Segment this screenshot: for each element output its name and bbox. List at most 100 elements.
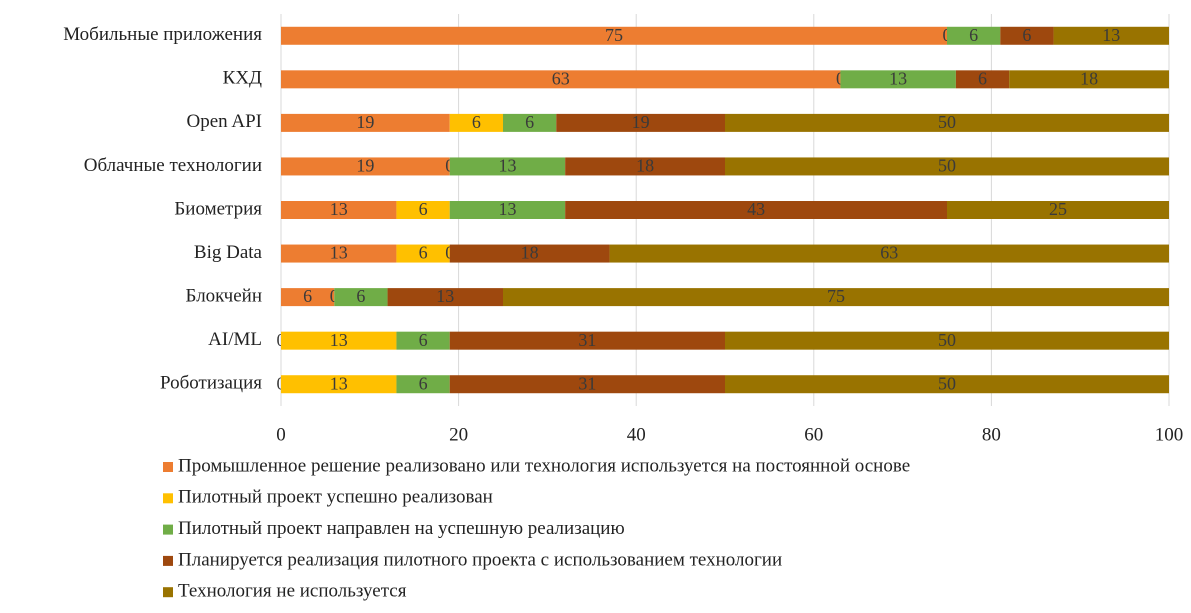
- data-label: 50: [938, 156, 956, 176]
- bar-segment: [725, 331, 1169, 350]
- bar-segment: [281, 288, 335, 307]
- bar-segment: [609, 244, 1169, 263]
- data-label: 18: [521, 243, 539, 263]
- data-label: 6: [419, 199, 428, 219]
- bar-segment: [565, 157, 725, 176]
- y-tick-label: КХД: [223, 68, 262, 89]
- data-label: 18: [1080, 68, 1098, 88]
- data-label: 50: [938, 330, 956, 350]
- bar-segment: [334, 288, 388, 307]
- data-label: 13: [330, 373, 348, 393]
- bar-segment: [449, 157, 566, 176]
- bar-segment: [281, 70, 841, 89]
- y-tick-label: Облачные технологии: [84, 155, 262, 176]
- bar-segment: [503, 288, 1169, 307]
- data-label: 13: [330, 330, 348, 350]
- x-tick-label: 100: [1155, 424, 1184, 445]
- x-tick-label: 40: [627, 424, 646, 445]
- data-label: 18: [636, 156, 654, 176]
- data-label: 31: [578, 330, 596, 350]
- bar-segment: [1009, 70, 1169, 89]
- x-tick-label: 20: [449, 424, 468, 445]
- y-tick-label: Big Data: [194, 242, 263, 263]
- data-label: 25: [1049, 199, 1067, 219]
- data-label: 13: [436, 286, 454, 306]
- y-tick-label: AI/ML: [208, 329, 262, 350]
- bar-segment: [503, 113, 557, 132]
- data-label: 63: [552, 68, 570, 88]
- y-tick-label: Open API: [187, 111, 262, 132]
- x-tick-label: 0: [276, 424, 286, 445]
- bar-segment: [281, 26, 947, 45]
- data-label: 43: [747, 199, 765, 219]
- bar-segment: [449, 375, 725, 394]
- bar-segment: [449, 201, 566, 219]
- bar-segment: [725, 157, 1169, 176]
- data-label: 13: [889, 68, 907, 88]
- legend-swatch: [163, 524, 173, 535]
- bar-segment: [947, 201, 1169, 219]
- bar-segment: [281, 201, 397, 219]
- data-label: 6: [1022, 25, 1031, 45]
- y-tick-label: Биометрия: [174, 198, 262, 219]
- data-label: 13: [498, 156, 516, 176]
- bar-segment: [396, 331, 450, 350]
- legend-swatch: [163, 493, 173, 504]
- bar-segment: [725, 113, 1169, 132]
- legend-swatch: [163, 555, 173, 566]
- legend-swatch: [163, 587, 173, 598]
- x-tick-label: 80: [982, 424, 1001, 445]
- data-label: 6: [419, 243, 428, 263]
- bar-segment: [281, 244, 397, 263]
- data-label: 6: [303, 286, 312, 306]
- bar-segment: [556, 113, 725, 132]
- data-label: 6: [356, 286, 365, 306]
- data-label: 6: [969, 25, 978, 45]
- x-tick-label: 60: [804, 424, 823, 445]
- bar-segment: [840, 70, 956, 89]
- bar-segment: [449, 244, 610, 263]
- legend-label: Технология не используется: [178, 581, 407, 602]
- bar-segment: [387, 288, 503, 307]
- data-label: 6: [525, 112, 534, 132]
- bar-segment: [281, 331, 397, 350]
- bar-segment: [281, 375, 397, 394]
- bar-segment: [396, 201, 450, 219]
- data-label: 6: [419, 373, 428, 393]
- bar-segment: [565, 201, 947, 219]
- data-label: 19: [632, 112, 650, 132]
- bar-segment: [955, 70, 1010, 89]
- bar-segment: [449, 113, 503, 132]
- bar-segment: [281, 157, 450, 176]
- bar-segment: [947, 26, 1001, 45]
- data-label: 19: [356, 112, 374, 132]
- legend-swatch: [163, 462, 173, 472]
- bar-segment: [396, 375, 450, 394]
- data-label: 31: [578, 373, 596, 393]
- bar-segment: [725, 375, 1169, 394]
- legend-label: Планируется реализация пилотного проекта…: [178, 549, 782, 570]
- data-label: 6: [419, 330, 428, 350]
- y-tick-label: Мобильные приложения: [63, 24, 262, 45]
- data-label: 13: [330, 199, 348, 219]
- data-label: 50: [938, 112, 956, 132]
- y-tick-label: Блокчейн: [186, 285, 262, 306]
- bar-segment: [1053, 26, 1169, 45]
- data-label: 13: [1102, 25, 1120, 45]
- legend-label: Пилотный проект успешно реализован: [178, 487, 493, 508]
- data-label: 13: [330, 243, 348, 263]
- bar-segment: [396, 244, 450, 263]
- bar-segment: [281, 113, 450, 132]
- data-label: 50: [938, 373, 956, 393]
- data-label: 6: [978, 68, 987, 88]
- data-label: 75: [605, 25, 623, 45]
- bar-segment: [449, 331, 725, 350]
- legend-label: Пилотный проект направлен на успешную ре…: [178, 518, 625, 539]
- y-tick-label: Роботизация: [160, 373, 262, 394]
- bar-segment: [1000, 26, 1054, 45]
- data-label: 75: [827, 286, 845, 306]
- data-label: 13: [498, 199, 516, 219]
- data-label: 19: [356, 156, 374, 176]
- legend-label: Промышленное решение реализовано или тех…: [178, 455, 910, 476]
